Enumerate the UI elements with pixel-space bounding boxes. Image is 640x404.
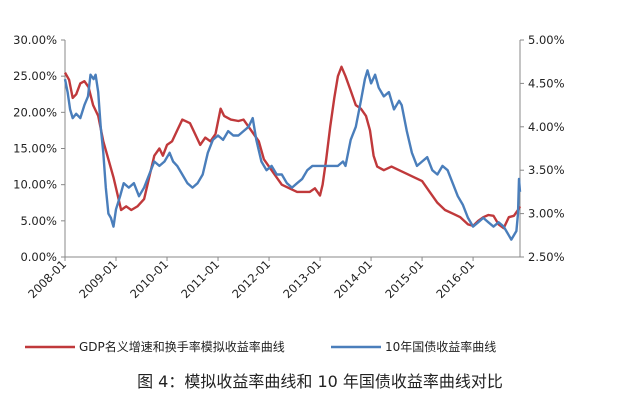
series-line-10y-bond <box>63 69 522 241</box>
x-tick-label: 2010-01 <box>127 257 171 301</box>
right-tick-label: 2.50% <box>528 250 565 264</box>
left-tick-label: 0.00% <box>20 250 57 264</box>
chart-axes: 0.00% 5.00% 10.00% 15.00% 20.00% 25.00% 30.00%… <box>13 33 564 301</box>
legend-label: 10年国债收益率曲线 <box>385 339 496 354</box>
left-tick-label: 15.00% <box>13 142 57 156</box>
right-tick-label: 3.00% <box>528 207 565 221</box>
legend-label: GDP名义增速和换手率模拟收益率曲线 <box>79 339 285 354</box>
right-tick-label: 4.50% <box>528 76 565 90</box>
x-tick-label: 2009-01 <box>76 257 120 301</box>
right-tick-label: 3.50% <box>528 163 565 177</box>
x-tick-label: 2016-01 <box>433 257 477 301</box>
left-tick-label: 5.00% <box>20 214 57 228</box>
left-tick-label: 30.00% <box>13 33 57 47</box>
x-tick-label: 2011-01 <box>178 257 222 301</box>
x-tick-label: 2015-01 <box>382 257 426 301</box>
chart-legend: GDP名义增速和换手率模拟收益率曲线 10年国债收益率曲线 <box>25 339 496 354</box>
chart-series-lines <box>63 65 522 241</box>
right-tick-label: 5.00% <box>528 33 565 47</box>
x-tick-label: 2014-01 <box>331 257 375 301</box>
x-tick-label: 2013-01 <box>280 257 324 301</box>
left-tick-label: 20.00% <box>13 105 57 119</box>
right-tick-label: 4.00% <box>528 120 565 134</box>
figure-caption: 图 4：模拟收益率曲线和 10 年国债收益率曲线对比 <box>137 372 503 391</box>
x-tick-label: 2012-01 <box>229 257 273 301</box>
left-tick-label: 25.00% <box>13 69 57 83</box>
series-line-gdp-model <box>63 65 522 230</box>
left-tick-label: 10.00% <box>13 178 57 192</box>
